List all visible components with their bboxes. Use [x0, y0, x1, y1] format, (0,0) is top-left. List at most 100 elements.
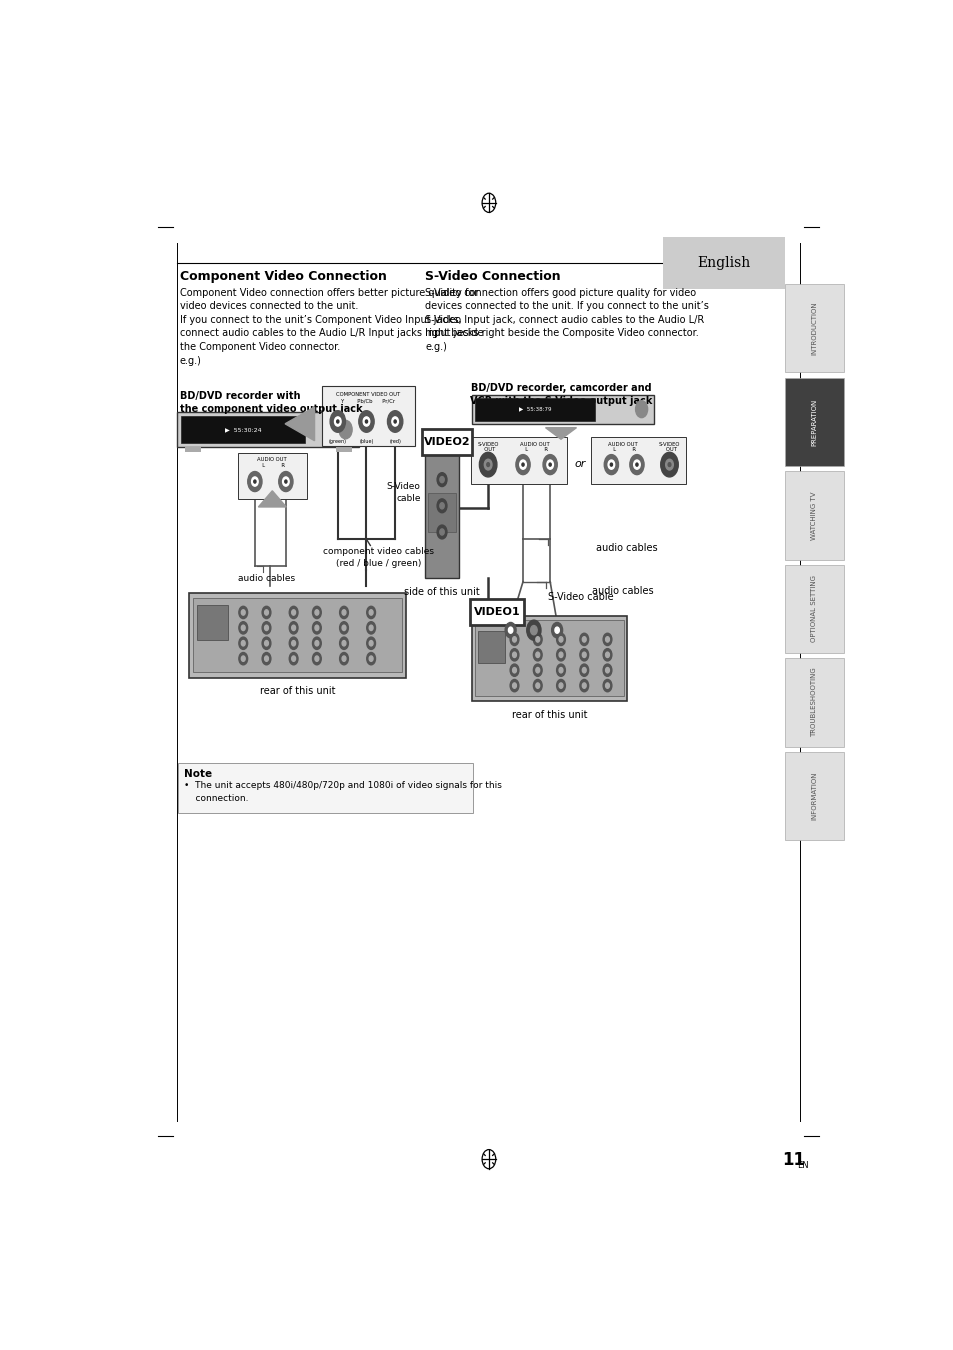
Text: TROUBLESHOOTING: TROUBLESHOOTING	[810, 668, 817, 737]
Text: VIDEO1: VIDEO1	[474, 606, 519, 617]
Text: audio cables: audio cables	[592, 586, 653, 595]
Circle shape	[633, 460, 639, 470]
Text: S-Video
cable: S-Video cable	[387, 482, 420, 504]
Text: BD/DVD recorder with
the component video output jack: BD/DVD recorder with the component video…	[179, 390, 362, 414]
Circle shape	[289, 606, 297, 618]
Text: or: or	[574, 459, 585, 468]
Text: AUDIO OUT
  L          R: AUDIO OUT L R	[257, 456, 287, 468]
FancyBboxPatch shape	[783, 378, 842, 466]
Circle shape	[369, 610, 373, 616]
Circle shape	[238, 637, 248, 649]
Circle shape	[292, 656, 295, 662]
Circle shape	[262, 652, 271, 664]
Circle shape	[551, 622, 562, 637]
Circle shape	[339, 606, 348, 618]
Circle shape	[241, 640, 245, 645]
Text: component video cables
(red / blue / green): component video cables (red / blue / gre…	[323, 547, 434, 568]
Circle shape	[439, 529, 444, 535]
Circle shape	[262, 606, 271, 618]
Circle shape	[439, 477, 444, 483]
Circle shape	[486, 463, 489, 467]
Circle shape	[660, 452, 678, 477]
Circle shape	[581, 637, 585, 643]
Circle shape	[241, 610, 245, 616]
Circle shape	[558, 683, 562, 688]
Circle shape	[510, 679, 518, 691]
Circle shape	[579, 648, 588, 662]
Text: COMPONENT VIDEO OUT
Y        Pb/Cb      Pr/Cr: COMPONENT VIDEO OUT Y Pb/Cb Pr/Cr	[336, 393, 400, 404]
Circle shape	[313, 606, 321, 618]
Text: INTRODUCTION: INTRODUCTION	[810, 301, 817, 355]
Text: rear of this unit: rear of this unit	[511, 710, 586, 721]
Circle shape	[629, 455, 643, 475]
Circle shape	[248, 471, 262, 491]
Circle shape	[581, 652, 585, 657]
Circle shape	[536, 683, 539, 688]
Circle shape	[366, 652, 375, 664]
FancyBboxPatch shape	[189, 593, 406, 678]
Circle shape	[510, 648, 518, 662]
FancyBboxPatch shape	[472, 617, 626, 701]
Circle shape	[289, 622, 297, 634]
Text: Component Video Connection: Component Video Connection	[179, 270, 386, 282]
FancyBboxPatch shape	[470, 599, 523, 625]
Circle shape	[512, 637, 516, 643]
Circle shape	[436, 525, 447, 539]
FancyBboxPatch shape	[783, 752, 842, 840]
Text: ▶  55:38:79: ▶ 55:38:79	[518, 406, 551, 412]
Circle shape	[366, 622, 375, 634]
Circle shape	[238, 652, 248, 664]
FancyBboxPatch shape	[662, 236, 783, 289]
Circle shape	[556, 679, 565, 691]
Circle shape	[241, 656, 245, 662]
Circle shape	[558, 652, 562, 657]
Circle shape	[238, 622, 248, 634]
Polygon shape	[285, 406, 314, 440]
Circle shape	[342, 640, 346, 645]
Circle shape	[512, 683, 516, 688]
FancyBboxPatch shape	[428, 494, 456, 532]
Circle shape	[262, 622, 271, 634]
Circle shape	[549, 463, 551, 466]
Circle shape	[339, 652, 348, 664]
Text: S-VIDEO
   OUT: S-VIDEO OUT	[659, 441, 679, 452]
Circle shape	[607, 460, 614, 470]
Circle shape	[479, 452, 497, 477]
Circle shape	[508, 628, 513, 633]
FancyBboxPatch shape	[193, 598, 402, 672]
Circle shape	[313, 637, 321, 649]
Text: Component Video connection offers better picture quality for
video devices conne: Component Video connection offers better…	[179, 288, 482, 366]
Circle shape	[536, 652, 539, 657]
Circle shape	[512, 667, 516, 672]
Circle shape	[505, 622, 516, 637]
Text: side of this unit: side of this unit	[404, 587, 479, 597]
Circle shape	[439, 502, 444, 509]
Circle shape	[387, 410, 402, 432]
Circle shape	[314, 610, 318, 616]
Circle shape	[278, 471, 293, 491]
Circle shape	[603, 455, 618, 475]
FancyBboxPatch shape	[177, 412, 359, 447]
Text: BD/DVD recorder, camcorder and
VCR with the S-Video output jack: BD/DVD recorder, camcorder and VCR with …	[469, 383, 652, 406]
Circle shape	[262, 637, 271, 649]
Circle shape	[313, 622, 321, 634]
Text: S-Video connection offers good picture quality for video
devices connected to th: S-Video connection offers good picture q…	[425, 288, 708, 352]
Circle shape	[533, 679, 541, 691]
Circle shape	[667, 463, 670, 467]
Text: AUDIO OUT
  L          R: AUDIO OUT L R	[607, 441, 638, 452]
Circle shape	[530, 625, 537, 634]
Text: WATCHING TV: WATCHING TV	[810, 491, 817, 540]
Circle shape	[605, 683, 609, 688]
Circle shape	[289, 652, 297, 664]
Circle shape	[338, 420, 352, 439]
Circle shape	[556, 664, 565, 676]
Circle shape	[238, 606, 248, 618]
Circle shape	[536, 637, 539, 643]
Circle shape	[581, 667, 585, 672]
Circle shape	[579, 679, 588, 691]
Circle shape	[605, 652, 609, 657]
Circle shape	[533, 633, 541, 645]
Polygon shape	[545, 428, 576, 439]
FancyBboxPatch shape	[475, 398, 595, 421]
Text: INFORMATION: INFORMATION	[810, 772, 817, 821]
